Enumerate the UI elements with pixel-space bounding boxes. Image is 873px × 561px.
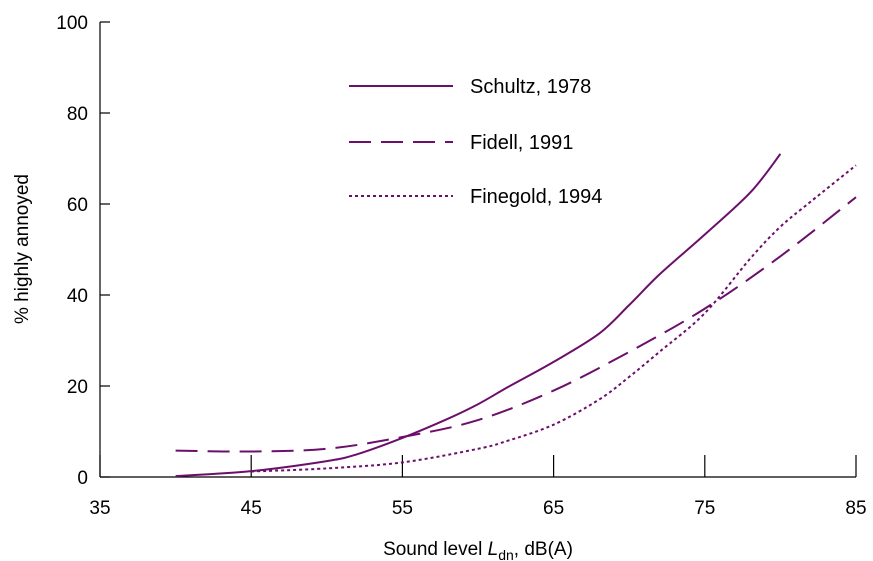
x-axis-title-suffix: , dB(A): [514, 539, 573, 560]
y-tick-label: 0: [77, 468, 88, 489]
x-axis-title-variable: L: [488, 539, 499, 560]
x-axis-title-prefix: Sound level: [383, 539, 488, 560]
series-line-dotted: [251, 164, 857, 473]
x-tick-label: 75: [694, 498, 715, 519]
x-axis-title: Sound level Ldn, dB(A): [383, 539, 573, 561]
x-tick-label: 45: [241, 498, 262, 519]
series-line-solid: [175, 153, 782, 478]
x-axis-title-subscript: dn: [498, 547, 514, 561]
series-lines: [175, 153, 857, 478]
legend-label: Finegold, 1994: [470, 186, 602, 208]
y-tick-label: 20: [67, 377, 88, 398]
x-tick-label: 55: [392, 498, 413, 519]
legend-label: Schultz, 1978: [470, 76, 591, 98]
x-tick-label: 85: [845, 498, 866, 519]
legend-label: Fidell, 1991: [470, 132, 573, 154]
y-tick-label: 80: [67, 104, 88, 125]
y-tick-label: 100: [56, 13, 88, 34]
y-tick-label: 60: [67, 195, 88, 216]
plot-area: [99, 22, 856, 478]
x-tick-label: 65: [543, 498, 564, 519]
x-tick-label: 35: [89, 498, 110, 519]
legend: Schultz, 1978 Fidell, 1991 Finegold, 1994: [349, 76, 602, 208]
y-axis-title: % highly annoyed: [12, 174, 33, 324]
y-ticks: 0 20 40 60 80 100: [56, 13, 110, 489]
series-line-dashed: [175, 196, 857, 453]
y-tick-label: 40: [67, 286, 88, 307]
x-ticks: 35 45 55 65 75 85: [89, 455, 867, 519]
